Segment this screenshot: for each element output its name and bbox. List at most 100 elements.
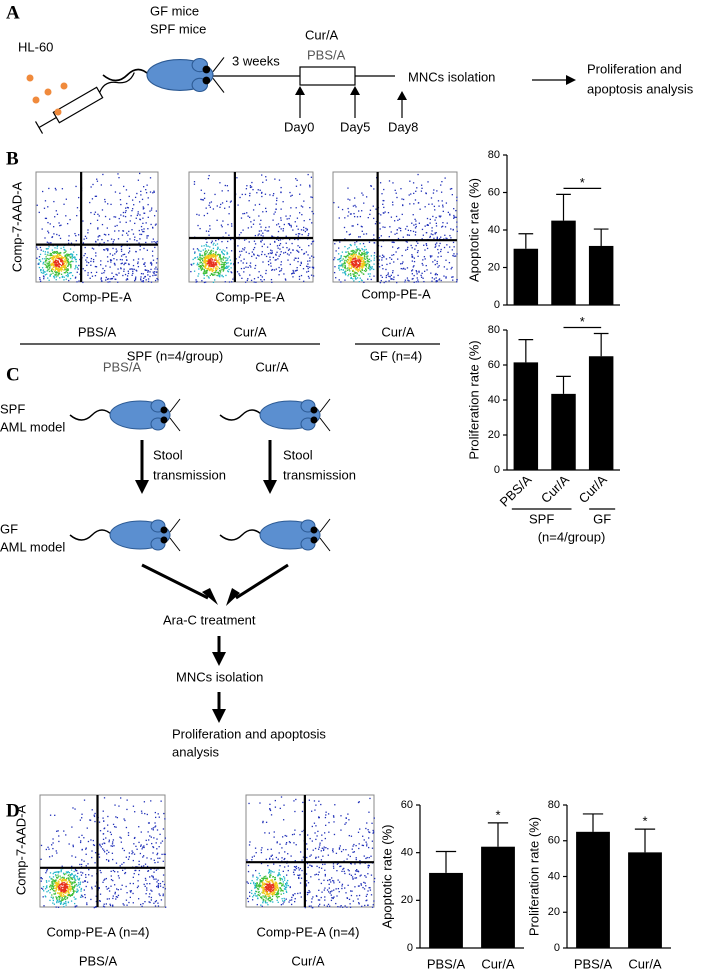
event: [371, 840, 374, 842]
y-axis-label: Apoptotic rate (%): [379, 824, 394, 928]
event: [221, 266, 223, 269]
event: [100, 277, 103, 279]
y-tick-label: 40: [401, 847, 413, 859]
event: [197, 275, 199, 277]
event: [89, 277, 91, 279]
bar: [588, 245, 614, 305]
event: [154, 279, 157, 282]
event: [51, 263, 53, 265]
eye: [160, 536, 168, 544]
event: [393, 220, 396, 222]
event: [371, 268, 373, 270]
event: [365, 266, 367, 268]
event: [281, 879, 283, 881]
event: [156, 277, 158, 280]
event: [256, 876, 258, 878]
event: [344, 266, 347, 269]
y-tick-label: 40: [548, 870, 560, 882]
event: [345, 817, 347, 819]
event: [337, 258, 339, 261]
event: [309, 186, 311, 188]
x-tick-label: PBS/A: [574, 956, 613, 970]
event: [422, 264, 424, 266]
event: [150, 261, 152, 264]
event: [56, 899, 58, 901]
event: [265, 179, 268, 181]
event: [72, 844, 74, 846]
event: [322, 849, 325, 851]
event: [103, 903, 105, 905]
event: [277, 223, 280, 225]
event: [112, 247, 114, 250]
event: [340, 815, 342, 817]
event: [335, 852, 338, 855]
event: [277, 239, 280, 242]
event: [48, 279, 50, 281]
event: [291, 242, 293, 245]
event: [267, 895, 269, 897]
event: [219, 257, 222, 259]
event: [284, 883, 287, 885]
event: [427, 224, 430, 226]
event: [132, 882, 135, 885]
event: [70, 894, 72, 897]
event: [140, 278, 142, 280]
event: [343, 870, 345, 873]
event: [307, 275, 310, 278]
event: [340, 281, 342, 283]
event: [338, 258, 340, 261]
event: [51, 883, 53, 885]
event: [284, 834, 286, 837]
event: [53, 871, 55, 874]
event: [387, 273, 389, 276]
event: [354, 863, 356, 865]
event: [46, 270, 48, 272]
event: [227, 240, 229, 243]
event: [71, 855, 73, 857]
event: [131, 208, 134, 210]
event: [250, 279, 253, 282]
event: [222, 253, 225, 255]
event: [52, 263, 55, 265]
event: [80, 887, 83, 890]
event: [77, 889, 79, 892]
event: [59, 237, 62, 240]
event: [115, 278, 117, 281]
event: [138, 826, 140, 828]
event: [150, 899, 152, 901]
event: [334, 243, 336, 245]
event: [66, 258, 68, 260]
event: [44, 271, 46, 273]
event: [332, 879, 334, 882]
event: [248, 252, 250, 255]
event: [112, 254, 114, 256]
event: [101, 223, 104, 226]
event: [139, 245, 141, 247]
event: [347, 207, 349, 210]
event: [352, 251, 354, 254]
event: [249, 186, 252, 189]
event: [269, 243, 272, 245]
event: [303, 280, 305, 282]
event: [52, 266, 55, 269]
event: [85, 865, 87, 867]
event: [198, 250, 200, 252]
event: [267, 264, 270, 266]
event: [56, 882, 58, 884]
event: [353, 254, 356, 256]
event: [146, 249, 149, 251]
event: [353, 263, 356, 266]
event: [66, 897, 68, 900]
event: [69, 261, 71, 263]
event: [57, 264, 59, 266]
event: [347, 869, 349, 871]
event: [411, 278, 413, 280]
event: [213, 242, 215, 245]
event: [416, 251, 419, 254]
eye: [202, 76, 211, 85]
event: [265, 877, 267, 880]
event: [411, 255, 414, 258]
event: [45, 256, 47, 258]
event: [267, 230, 270, 232]
event: [79, 273, 81, 275]
